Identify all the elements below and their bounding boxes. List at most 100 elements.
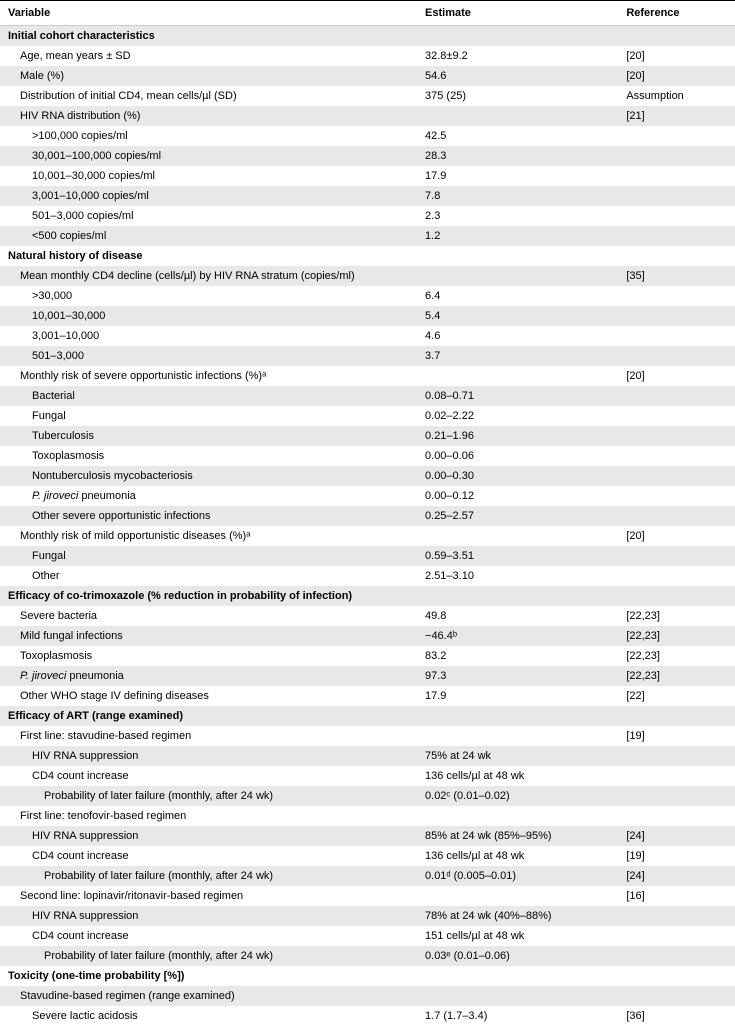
variable-cell: Age, mean years ± SD	[8, 50, 425, 62]
variable-cell: HIV RNA suppression	[8, 830, 425, 842]
variable-cell: 30,001–100,000 copies/ml	[8, 150, 425, 162]
estimate-cell: 0.03ᵉ (0.01–0.06)	[425, 950, 626, 962]
table-row: Tuberculosis0.21–1.96	[0, 426, 735, 446]
reference-cell: [19]	[626, 850, 727, 862]
estimate-cell: 0.08–0.71	[425, 390, 626, 402]
table-row: >30,0006.4	[0, 286, 735, 306]
table-row: Efficacy of co-trimoxazole (% reduction …	[0, 586, 735, 606]
reference-cell: [24]	[626, 830, 727, 842]
estimate-cell: 97.3	[425, 670, 626, 682]
table-row: HIV RNA suppression85% at 24 wk (85%–95%…	[0, 826, 735, 846]
estimate-cell: 32.8±9.2	[425, 50, 626, 62]
table-row: 30,001–100,000 copies/ml28.3	[0, 146, 735, 166]
variable-cell: Male (%)	[8, 70, 425, 82]
section-heading: Efficacy of ART (range examined)	[8, 710, 425, 722]
table-row: CD4 count increase136 cells/µl at 48 wk	[0, 766, 735, 786]
estimate-cell: 3.7	[425, 350, 626, 362]
reference-cell: [19]	[626, 730, 727, 742]
reference-cell: [22,23]	[626, 670, 727, 682]
table-row: Mean monthly CD4 decline (cells/µl) by H…	[0, 266, 735, 286]
estimate-cell: 78% at 24 wk (40%–88%)	[425, 910, 626, 922]
table-row: Mild fungal infections−46.4ᵇ[22,23]	[0, 626, 735, 646]
variable-cell: Nontuberculosis mycobacteriosis	[8, 470, 425, 482]
table-row: 501–3,000 copies/ml2.3	[0, 206, 735, 226]
estimate-cell: 7.8	[425, 190, 626, 202]
table-row: Probability of later failure (monthly, a…	[0, 946, 735, 966]
reference-cell: [22,23]	[626, 650, 727, 662]
estimate-cell: 6.4	[425, 290, 626, 302]
reference-cell: [24]	[626, 870, 727, 882]
estimate-cell: 4.6	[425, 330, 626, 342]
reference-cell: [22]	[626, 690, 727, 702]
table-row: <500 copies/ml1.2	[0, 226, 735, 246]
reference-cell: Assumption	[626, 90, 727, 102]
variable-cell: 501–3,000 copies/ml	[8, 210, 425, 222]
variable-cell: Toxoplasmosis	[8, 650, 425, 662]
variable-cell: Toxoplasmosis	[8, 450, 425, 462]
estimate-cell: 0.59–3.51	[425, 550, 626, 562]
table-row: P. jiroveci pneumonia0.00–0.12	[0, 486, 735, 506]
table-row: 3,001–10,0004.6	[0, 326, 735, 346]
table-body: Initial cohort characteristicsAge, mean …	[0, 26, 735, 1026]
reference-cell: [22,23]	[626, 630, 727, 642]
estimate-cell: 0.02ᶜ (0.01–0.02)	[425, 790, 626, 802]
table-row: Natural history of disease	[0, 246, 735, 266]
estimate-cell: 75% at 24 wk	[425, 750, 626, 762]
reference-cell: [21]	[626, 110, 727, 122]
table-row: Monthly risk of mild opportunistic disea…	[0, 526, 735, 546]
table-row: Toxicity (one-time probability [%])	[0, 966, 735, 986]
estimate-cell: −46.4ᵇ	[425, 630, 626, 642]
variable-cell: Mild fungal infections	[8, 630, 425, 642]
table-row: Probability of later failure (monthly, a…	[0, 866, 735, 886]
variable-cell: <500 copies/ml	[8, 230, 425, 242]
estimate-cell: 0.01ᵈ (0.005–0.01)	[425, 870, 626, 882]
table-row: First line: stavudine-based regimen [19]	[0, 726, 735, 746]
reference-cell: [16]	[626, 890, 727, 902]
variable-cell: Bacterial	[8, 390, 425, 402]
variable-cell: Monthly risk of severe opportunistic inf…	[8, 370, 425, 382]
estimate-cell: 42.5	[425, 130, 626, 142]
variable-cell: Tuberculosis	[8, 430, 425, 442]
variable-cell: 10,001–30,000	[8, 310, 425, 322]
reference-cell: [36]	[626, 1010, 727, 1022]
section-heading: Efficacy of co-trimoxazole (% reduction …	[8, 590, 425, 602]
table-row: Efficacy of ART (range examined)	[0, 706, 735, 726]
variable-cell: Second line: lopinavir/ritonavir-based r…	[8, 890, 425, 902]
estimate-cell: 0.00–0.30	[425, 470, 626, 482]
estimate-cell: 83.2	[425, 650, 626, 662]
estimate-cell: 151 cells/µl at 48 wk	[425, 930, 626, 942]
table-row: Male (%)54.6[20]	[0, 66, 735, 86]
table-row: CD4 count increase151 cells/µl at 48 wk	[0, 926, 735, 946]
table-row: Monthly risk of severe opportunistic inf…	[0, 366, 735, 386]
variable-cell: First line: tenofovir-based regimen	[8, 810, 425, 822]
table-row: P. jiroveci pneumonia97.3[22,23]	[0, 666, 735, 686]
reference-cell: [35]	[626, 270, 727, 282]
table-row: Stavudine-based regimen (range examined)	[0, 986, 735, 1006]
estimate-cell: 0.02–2.22	[425, 410, 626, 422]
table-row: Second line: lopinavir/ritonavir-based r…	[0, 886, 735, 906]
variable-cell: Probability of later failure (monthly, a…	[8, 790, 425, 802]
table-row: Age, mean years ± SD32.8±9.2[20]	[0, 46, 735, 66]
estimate-cell: 85% at 24 wk (85%–95%)	[425, 830, 626, 842]
variable-cell: P. jiroveci pneumonia	[8, 490, 425, 502]
table-row: 3,001–10,000 copies/ml7.8	[0, 186, 735, 206]
variable-cell: Probability of later failure (monthly, a…	[8, 870, 425, 882]
table-row: HIV RNA distribution (%) [21]	[0, 106, 735, 126]
variable-cell: Severe bacteria	[8, 610, 425, 622]
estimate-cell: 2.51–3.10	[425, 570, 626, 582]
variable-cell: CD4 count increase	[8, 930, 425, 942]
table-row: Distribution of initial CD4, mean cells/…	[0, 86, 735, 106]
variable-cell: Probability of later failure (monthly, a…	[8, 950, 425, 962]
reference-cell: [20]	[626, 70, 727, 82]
table-row: >100,000 copies/ml42.5	[0, 126, 735, 146]
table-row: Severe bacteria49.8[22,23]	[0, 606, 735, 626]
variable-cell: First line: stavudine-based regimen	[8, 730, 425, 742]
variable-cell: 3,001–10,000	[8, 330, 425, 342]
estimate-cell: 0.25–2.57	[425, 510, 626, 522]
variable-cell: 10,001–30,000 copies/ml	[8, 170, 425, 182]
variable-cell: Severe lactic acidosis	[8, 1010, 425, 1022]
estimate-cell: 5.4	[425, 310, 626, 322]
table-row: Fungal0.59–3.51	[0, 546, 735, 566]
variable-cell: HIV RNA distribution (%)	[8, 110, 425, 122]
table-row: Toxoplasmosis83.2[22,23]	[0, 646, 735, 666]
